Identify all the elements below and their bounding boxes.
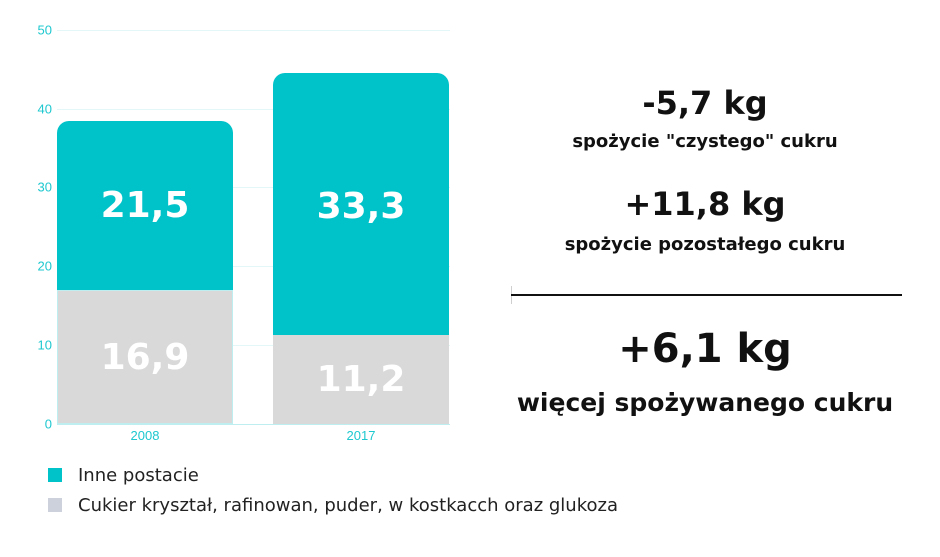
y-tick-label: 0 [44,416,52,432]
summary-total-label: więcej spożywanego cukru [516,388,894,417]
gridline-10 [57,345,450,346]
x-axis-line [57,424,450,425]
bar-2017: 33,3 11,2 [273,73,449,424]
legend-label: Inne postacie [78,464,199,486]
bar-segment-crystal: 16,9 [57,290,233,424]
legend-item-crystal: Cukier kryształ, rafinowan, puder, w kos… [48,490,618,520]
bar-segment-other: 33,3 [273,73,449,335]
y-tick-label: 40 [37,101,52,117]
y-tick-label: 30 [37,179,52,195]
legend-item-other: Inne postacie [48,460,618,490]
summary-divider [511,294,902,296]
summary-value-1: -5,7 kg [642,84,768,122]
x-tick-label: 2008 [130,428,160,443]
chart-legend: Inne postacie Cukier kryształ, rafinowan… [48,460,618,520]
bar-segment-crystal: 11,2 [273,335,449,424]
summary-label-2: spożycie pozostałego cukru [564,234,846,255]
gridline-40 [57,109,450,110]
gridline-30 [57,187,450,188]
legend-label: Cukier kryształ, rafinowan, puder, w kos… [78,494,618,516]
y-tick-label: 10 [37,337,52,353]
bar-segment-other: 21,5 [57,121,233,290]
summary-total-value: +6,1 kg [618,326,792,372]
legend-swatch [48,498,62,512]
gridline-20 [57,266,450,267]
summary-value-2: +11,8 kg [624,185,786,223]
stacked-bar-chart: 50 40 30 20 10 0 21,5 16,9 33,3 11,2 200… [0,0,470,450]
x-tick-label: 2017 [346,428,376,443]
bar-2008: 21,5 16,9 [57,121,233,424]
gridline-50 [57,30,450,31]
y-tick-label: 20 [37,258,52,274]
legend-swatch [48,468,62,482]
summary-label-1: spożycie "czystego" cukru [572,131,838,152]
y-tick-label: 50 [37,22,52,38]
